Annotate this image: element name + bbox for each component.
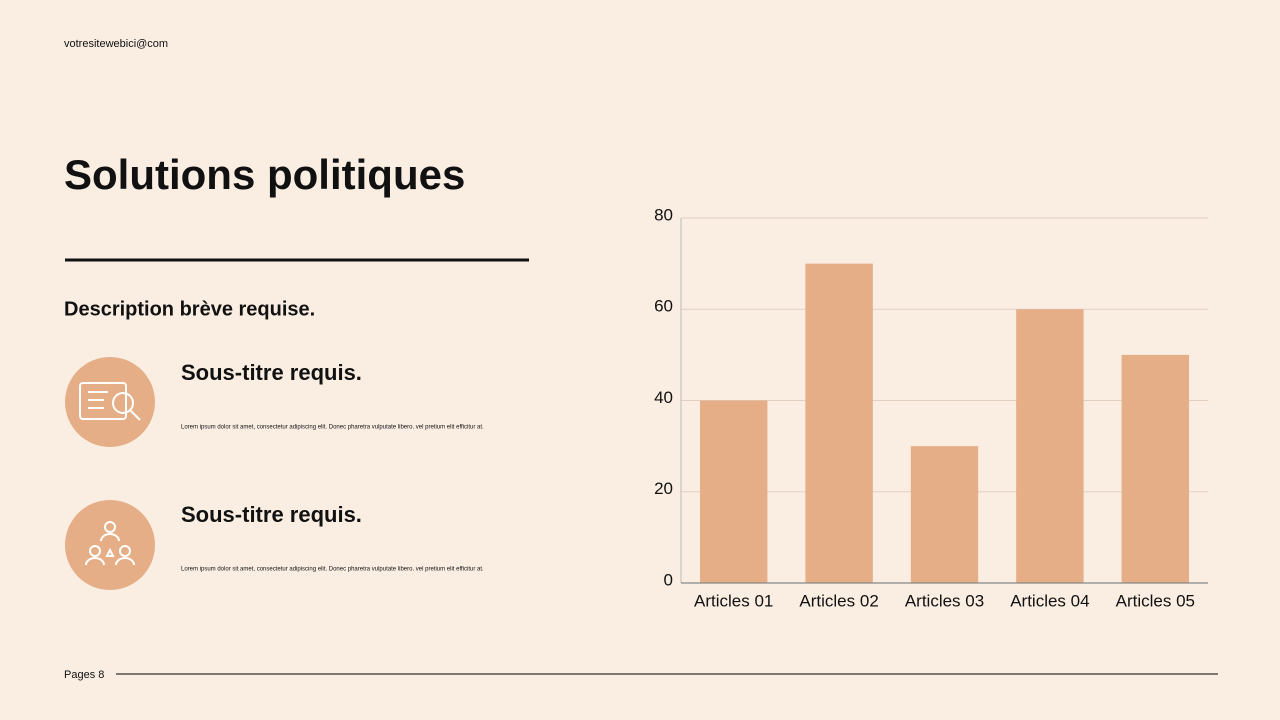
bar xyxy=(699,400,768,583)
subtitle: Sous-titre requis. xyxy=(181,360,362,385)
news-icon xyxy=(79,382,141,421)
page-number: Pages 8 xyxy=(64,669,104,681)
subtitle: Sous-titre requis. xyxy=(181,502,362,527)
body-text: Lorem ipsum dolor sit amet, consectetur … xyxy=(181,425,484,431)
x-tick-label: Articles 01 xyxy=(694,591,773,610)
y-tick-label: 80 xyxy=(654,205,673,224)
bar-chart: 0 20 40 60 80 Articles 01 Articles 02 Articles … xyxy=(654,205,1208,610)
body-text: Lorem ipsum dolor sit amet, consectetur … xyxy=(181,567,484,573)
description: Description brève requise. xyxy=(64,298,315,320)
x-tick-label: Articles 03 xyxy=(905,591,984,610)
title: Solutions politiques xyxy=(64,151,465,198)
y-tick-label: 0 xyxy=(664,570,673,589)
bar xyxy=(805,263,873,583)
bar xyxy=(910,446,979,583)
y-tick-label: 40 xyxy=(654,388,673,407)
y-tick-label: 20 xyxy=(654,479,673,498)
icon-circle xyxy=(65,500,155,590)
x-tick-label: Articles 04 xyxy=(1010,591,1089,610)
bar xyxy=(1121,354,1190,583)
bar xyxy=(1016,309,1084,583)
website: votresitewebici@com xyxy=(64,38,168,50)
x-tick-label: Articles 02 xyxy=(799,591,878,610)
x-tick-label: Articles 05 xyxy=(1116,591,1195,610)
people-icon xyxy=(85,521,135,566)
icon-circle xyxy=(65,357,155,447)
y-tick-label: 60 xyxy=(654,297,673,316)
